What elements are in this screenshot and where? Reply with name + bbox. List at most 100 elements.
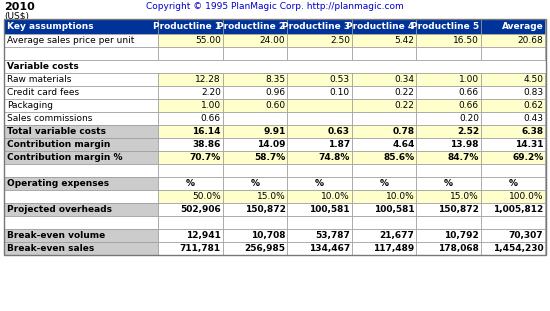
Bar [481, 216, 546, 229]
Text: 2010: 2010 [4, 2, 35, 12]
Text: 69.2%: 69.2% [512, 153, 543, 162]
Text: 53,787: 53,787 [315, 231, 350, 240]
Bar [223, 125, 288, 138]
Bar [481, 242, 546, 255]
Bar [158, 229, 223, 242]
Text: 0.83: 0.83 [524, 88, 543, 97]
Bar [481, 73, 546, 86]
Bar [223, 34, 288, 47]
Text: 10.0%: 10.0% [386, 192, 415, 201]
Text: 256,985: 256,985 [244, 244, 285, 253]
Text: Raw materials: Raw materials [7, 75, 72, 84]
Text: 117,489: 117,489 [373, 244, 415, 253]
Text: Productline 1: Productline 1 [153, 22, 221, 31]
Bar [4, 125, 158, 138]
Text: Productline 4: Productline 4 [346, 22, 415, 31]
Text: Projected overheads: Projected overheads [7, 205, 112, 214]
Bar [416, 73, 481, 86]
Bar [158, 203, 223, 216]
Bar [481, 138, 546, 151]
Text: Sales commissions: Sales commissions [7, 114, 92, 123]
Text: Credit card fees: Credit card fees [7, 88, 79, 97]
Bar [352, 151, 416, 164]
Text: 15.0%: 15.0% [257, 192, 285, 201]
Bar [416, 229, 481, 242]
Text: 5.42: 5.42 [394, 36, 415, 45]
Text: %: % [251, 179, 260, 188]
Text: 12.28: 12.28 [195, 75, 221, 84]
Bar [288, 164, 352, 177]
Bar [223, 112, 288, 125]
Bar [288, 112, 352, 125]
Bar [481, 19, 546, 34]
Bar [158, 125, 223, 138]
Bar [288, 177, 352, 190]
Bar [158, 99, 223, 112]
Text: 100,581: 100,581 [374, 205, 415, 214]
Text: 0.63: 0.63 [328, 127, 350, 136]
Text: 14.31: 14.31 [515, 140, 543, 149]
Text: 24.00: 24.00 [260, 36, 285, 45]
Text: 4.50: 4.50 [524, 75, 543, 84]
Text: 150,872: 150,872 [245, 205, 285, 214]
Bar [158, 73, 223, 86]
Bar [288, 242, 352, 255]
Text: (US$): (US$) [4, 11, 29, 20]
Bar [481, 86, 546, 99]
Bar [352, 229, 416, 242]
Text: %: % [379, 179, 389, 188]
Text: 2.50: 2.50 [330, 36, 350, 45]
Bar [223, 151, 288, 164]
Text: 10,708: 10,708 [251, 231, 285, 240]
Text: Packaging: Packaging [7, 101, 53, 110]
Bar [352, 242, 416, 255]
Text: 9.91: 9.91 [263, 127, 285, 136]
Text: 711,781: 711,781 [180, 244, 221, 253]
Bar [223, 216, 288, 229]
Bar [4, 19, 158, 34]
Text: 10.0%: 10.0% [321, 192, 350, 201]
Bar [158, 112, 223, 125]
Text: Break-even volume: Break-even volume [7, 231, 105, 240]
Bar [416, 99, 481, 112]
Bar [223, 203, 288, 216]
Text: %: % [509, 179, 518, 188]
Bar [352, 73, 416, 86]
Bar [4, 60, 546, 73]
Bar [481, 125, 546, 138]
Text: 58.7%: 58.7% [254, 153, 285, 162]
Text: 0.96: 0.96 [265, 88, 285, 97]
Text: Average: Average [502, 22, 543, 31]
Bar [223, 190, 288, 203]
Text: Copyright © 1995 PlanMagic Corp. http://planmagic.com: Copyright © 1995 PlanMagic Corp. http://… [146, 2, 404, 11]
Text: 55.00: 55.00 [195, 36, 221, 45]
Text: 15.0%: 15.0% [450, 192, 479, 201]
Bar [288, 216, 352, 229]
Text: 100,581: 100,581 [309, 205, 350, 214]
Bar [4, 19, 546, 255]
Text: 0.43: 0.43 [524, 114, 543, 123]
Bar [288, 229, 352, 242]
Text: 38.86: 38.86 [192, 140, 221, 149]
Bar [4, 151, 158, 164]
Bar [4, 47, 158, 60]
Text: 178,068: 178,068 [438, 244, 479, 253]
Bar [4, 203, 158, 216]
Bar [481, 34, 546, 47]
Bar [352, 164, 416, 177]
Text: 2.52: 2.52 [457, 127, 479, 136]
Bar [288, 47, 352, 60]
Bar [416, 190, 481, 203]
Text: 0.66: 0.66 [459, 101, 479, 110]
Text: 70.7%: 70.7% [190, 153, 221, 162]
Text: 6.38: 6.38 [521, 127, 543, 136]
Bar [416, 164, 481, 177]
Bar [481, 229, 546, 242]
Bar [158, 86, 223, 99]
Text: Break-even sales: Break-even sales [7, 244, 94, 253]
Bar [352, 125, 416, 138]
Text: 1,005,812: 1,005,812 [493, 205, 543, 214]
Bar [158, 242, 223, 255]
Bar [288, 73, 352, 86]
Text: 85.6%: 85.6% [383, 153, 415, 162]
